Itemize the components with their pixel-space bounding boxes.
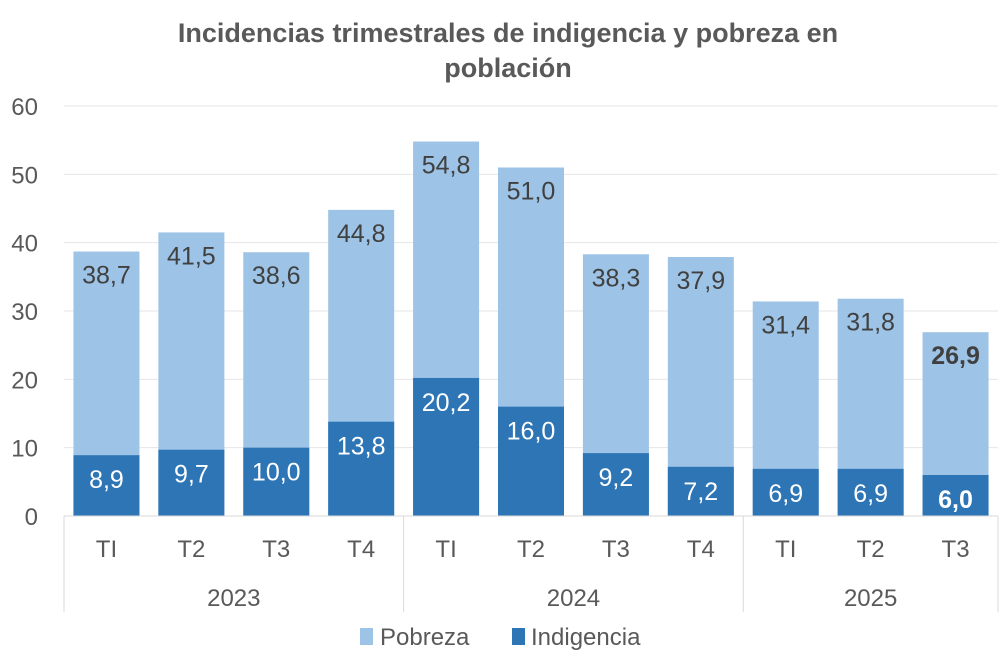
x-tick-label: TI [96,536,117,563]
y-tick-label: 40 [11,231,38,258]
chart-title-line-2: población [444,53,572,83]
x-tick-label: TI [775,536,796,563]
data-label-pobreza: 31,4 [761,311,810,339]
x-tick-label: T4 [687,536,715,563]
legend: Pobreza Indigencia [360,624,641,651]
bars: 38,7 8,9 41,5 9,7 38,6 10,0 44,8 13,8 54,8 20,2 51… [73,141,989,517]
data-label-indigencia: 6,0 [938,486,973,514]
data-label-pobreza: 38,6 [252,262,301,290]
data-label-indigencia: 7,2 [683,478,718,506]
bar-indigencia [667,466,734,516]
y-tick-label: 50 [11,162,38,189]
bar-indigencia [582,453,649,516]
bar-indigencia [413,377,480,516]
legend-label-pobreza: Pobreza [380,624,470,651]
data-label-pobreza: 41,5 [167,242,216,270]
x-tick-label: T2 [177,536,205,563]
y-axis: 0 10 20 30 40 50 60 [11,94,38,531]
bar-indigencia [158,449,225,516]
x-tick-label: TI [435,536,456,563]
bar-indigencia [498,406,564,516]
bar-indigencia [752,468,819,516]
data-label-pobreza: 37,9 [676,267,725,295]
data-label-pobreza: 44,8 [337,220,386,248]
legend-label-indigencia: Indigencia [531,624,641,651]
data-label-pobreza: 38,3 [592,264,641,292]
data-label-indigencia: 6,9 [853,480,888,508]
data-label-indigencia: 13,8 [337,433,386,461]
data-label-pobreza: 54,8 [422,152,471,180]
data-label-indigencia: 10,0 [252,459,301,487]
chart-title: Incidencias trimestrales de indigencia y… [178,18,838,83]
x-tick-label: T2 [857,536,885,563]
data-label-pobreza: 31,8 [846,309,895,337]
data-label-indigencia: 20,2 [422,389,471,417]
x-tick-label: T4 [347,536,375,563]
bar-indigencia [837,468,904,516]
bar-indigencia [922,475,989,516]
y-tick-label: 10 [11,436,38,463]
data-label-indigencia: 9,7 [174,461,209,489]
legend-swatch-indigencia [512,628,525,645]
data-label-pobreza: 26,9 [931,342,980,370]
data-label-indigencia: 8,9 [89,466,124,494]
y-tick-label: 60 [11,94,38,121]
bar-indigencia [328,421,395,516]
legend-swatch-pobreza [360,628,373,645]
data-label-pobreza: 38,7 [82,262,131,290]
x-tick-label: T2 [517,536,545,563]
x-group-label: 2024 [547,585,600,612]
y-tick-label: 0 [25,504,38,531]
data-label-indigencia: 9,2 [599,464,634,492]
y-tick-label: 30 [11,299,38,326]
data-label-pobreza: 51,0 [507,178,556,206]
chart-title-line-1: Incidencias trimestrales de indigencia y… [178,18,838,48]
x-group-label: 2025 [844,585,897,612]
data-label-indigencia: 6,9 [768,480,803,508]
y-tick-label: 20 [11,367,38,394]
bar-indigencia [243,447,310,516]
x-tick-label: T3 [602,536,630,563]
x-tick-label: T3 [942,536,970,563]
data-label-indigencia: 16,0 [507,418,556,446]
x-group-label: 2023 [207,585,260,612]
bar-indigencia [73,455,140,516]
x-tick-label: T3 [262,536,290,563]
